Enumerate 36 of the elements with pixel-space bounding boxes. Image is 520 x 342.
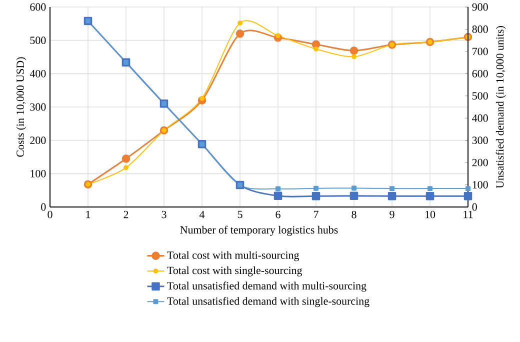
legend-label: Total unsatisfied demand with multi-sourcing: [167, 282, 366, 292]
y-tick-label: 100: [30, 170, 46, 178]
y-tick-label: 0: [41, 203, 46, 211]
legend-label: Total cost with single-sourcing: [167, 266, 302, 276]
x-tick-label: 5: [238, 210, 242, 218]
x-tick-label: 10: [426, 210, 436, 218]
x-tick-label: 4: [199, 210, 205, 218]
y2-tick-label: 200: [472, 158, 488, 166]
legend-label: Total cost with multi-sourcing: [167, 251, 300, 262]
y2-tick-label: 500: [472, 92, 488, 100]
x-tick-label: 6: [276, 210, 280, 218]
y-axis-title: Costs (in 10,000 USD): [16, 57, 26, 157]
y2-tick-label: 0: [472, 203, 477, 211]
y-tick-label: 300: [30, 103, 46, 111]
y2-tick-label: 700: [472, 48, 488, 56]
y2-tick-label: 400: [472, 114, 488, 122]
y2-tick-label: 300: [472, 136, 488, 144]
legend-label: Total unsatisfied demand with single-sourcing: [167, 296, 370, 308]
y2-tick-label: 600: [472, 70, 488, 78]
x-tick-label: 11: [464, 210, 473, 218]
x-tick-label: 7: [314, 210, 318, 218]
x-tick-label: 0: [48, 210, 52, 218]
y-tick-label: 400: [30, 70, 46, 78]
x-tick-label: 8: [352, 210, 356, 218]
y-tick-label: 200: [30, 136, 46, 144]
x-tick-label: 2: [124, 210, 128, 218]
x-tick-label: 9: [390, 210, 394, 218]
y2-tick-label: 100: [472, 181, 488, 188]
x-axis-title: Number of temporary logistics hubs: [180, 226, 338, 236]
y2-axis-title: Unsatisfied demand (in 10,000 units): [496, 26, 506, 188]
y-tick-label: 600: [30, 3, 46, 11]
x-tick-label: 1: [86, 210, 90, 218]
x-tick-label: 3: [162, 210, 166, 218]
y2-tick-label: 800: [472, 26, 488, 33]
y2-tick-label: 900: [472, 3, 488, 11]
y-tick-label: 500: [30, 36, 46, 44]
